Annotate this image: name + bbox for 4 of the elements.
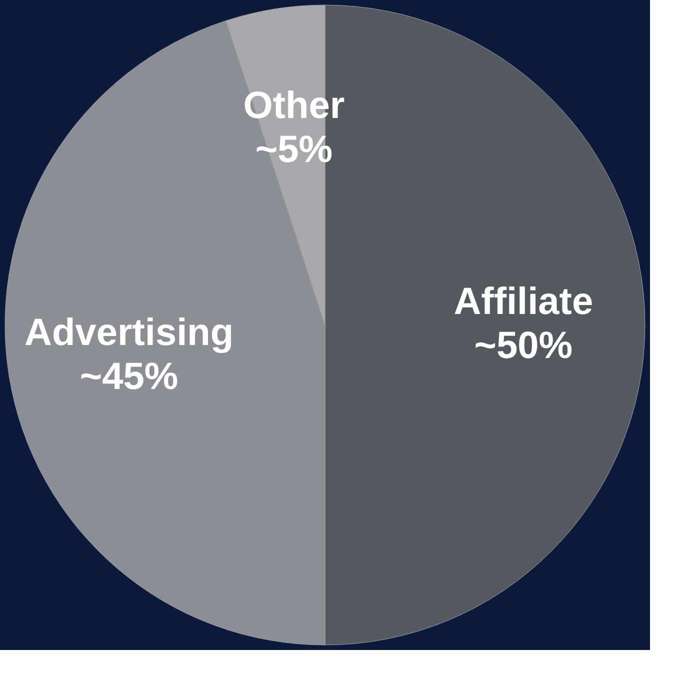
data-label: ~50% xyxy=(474,325,573,367)
slice-label: Advertising xyxy=(24,312,234,354)
slice-label: Affiliate xyxy=(454,281,594,323)
data-label: ~45% xyxy=(80,356,178,398)
